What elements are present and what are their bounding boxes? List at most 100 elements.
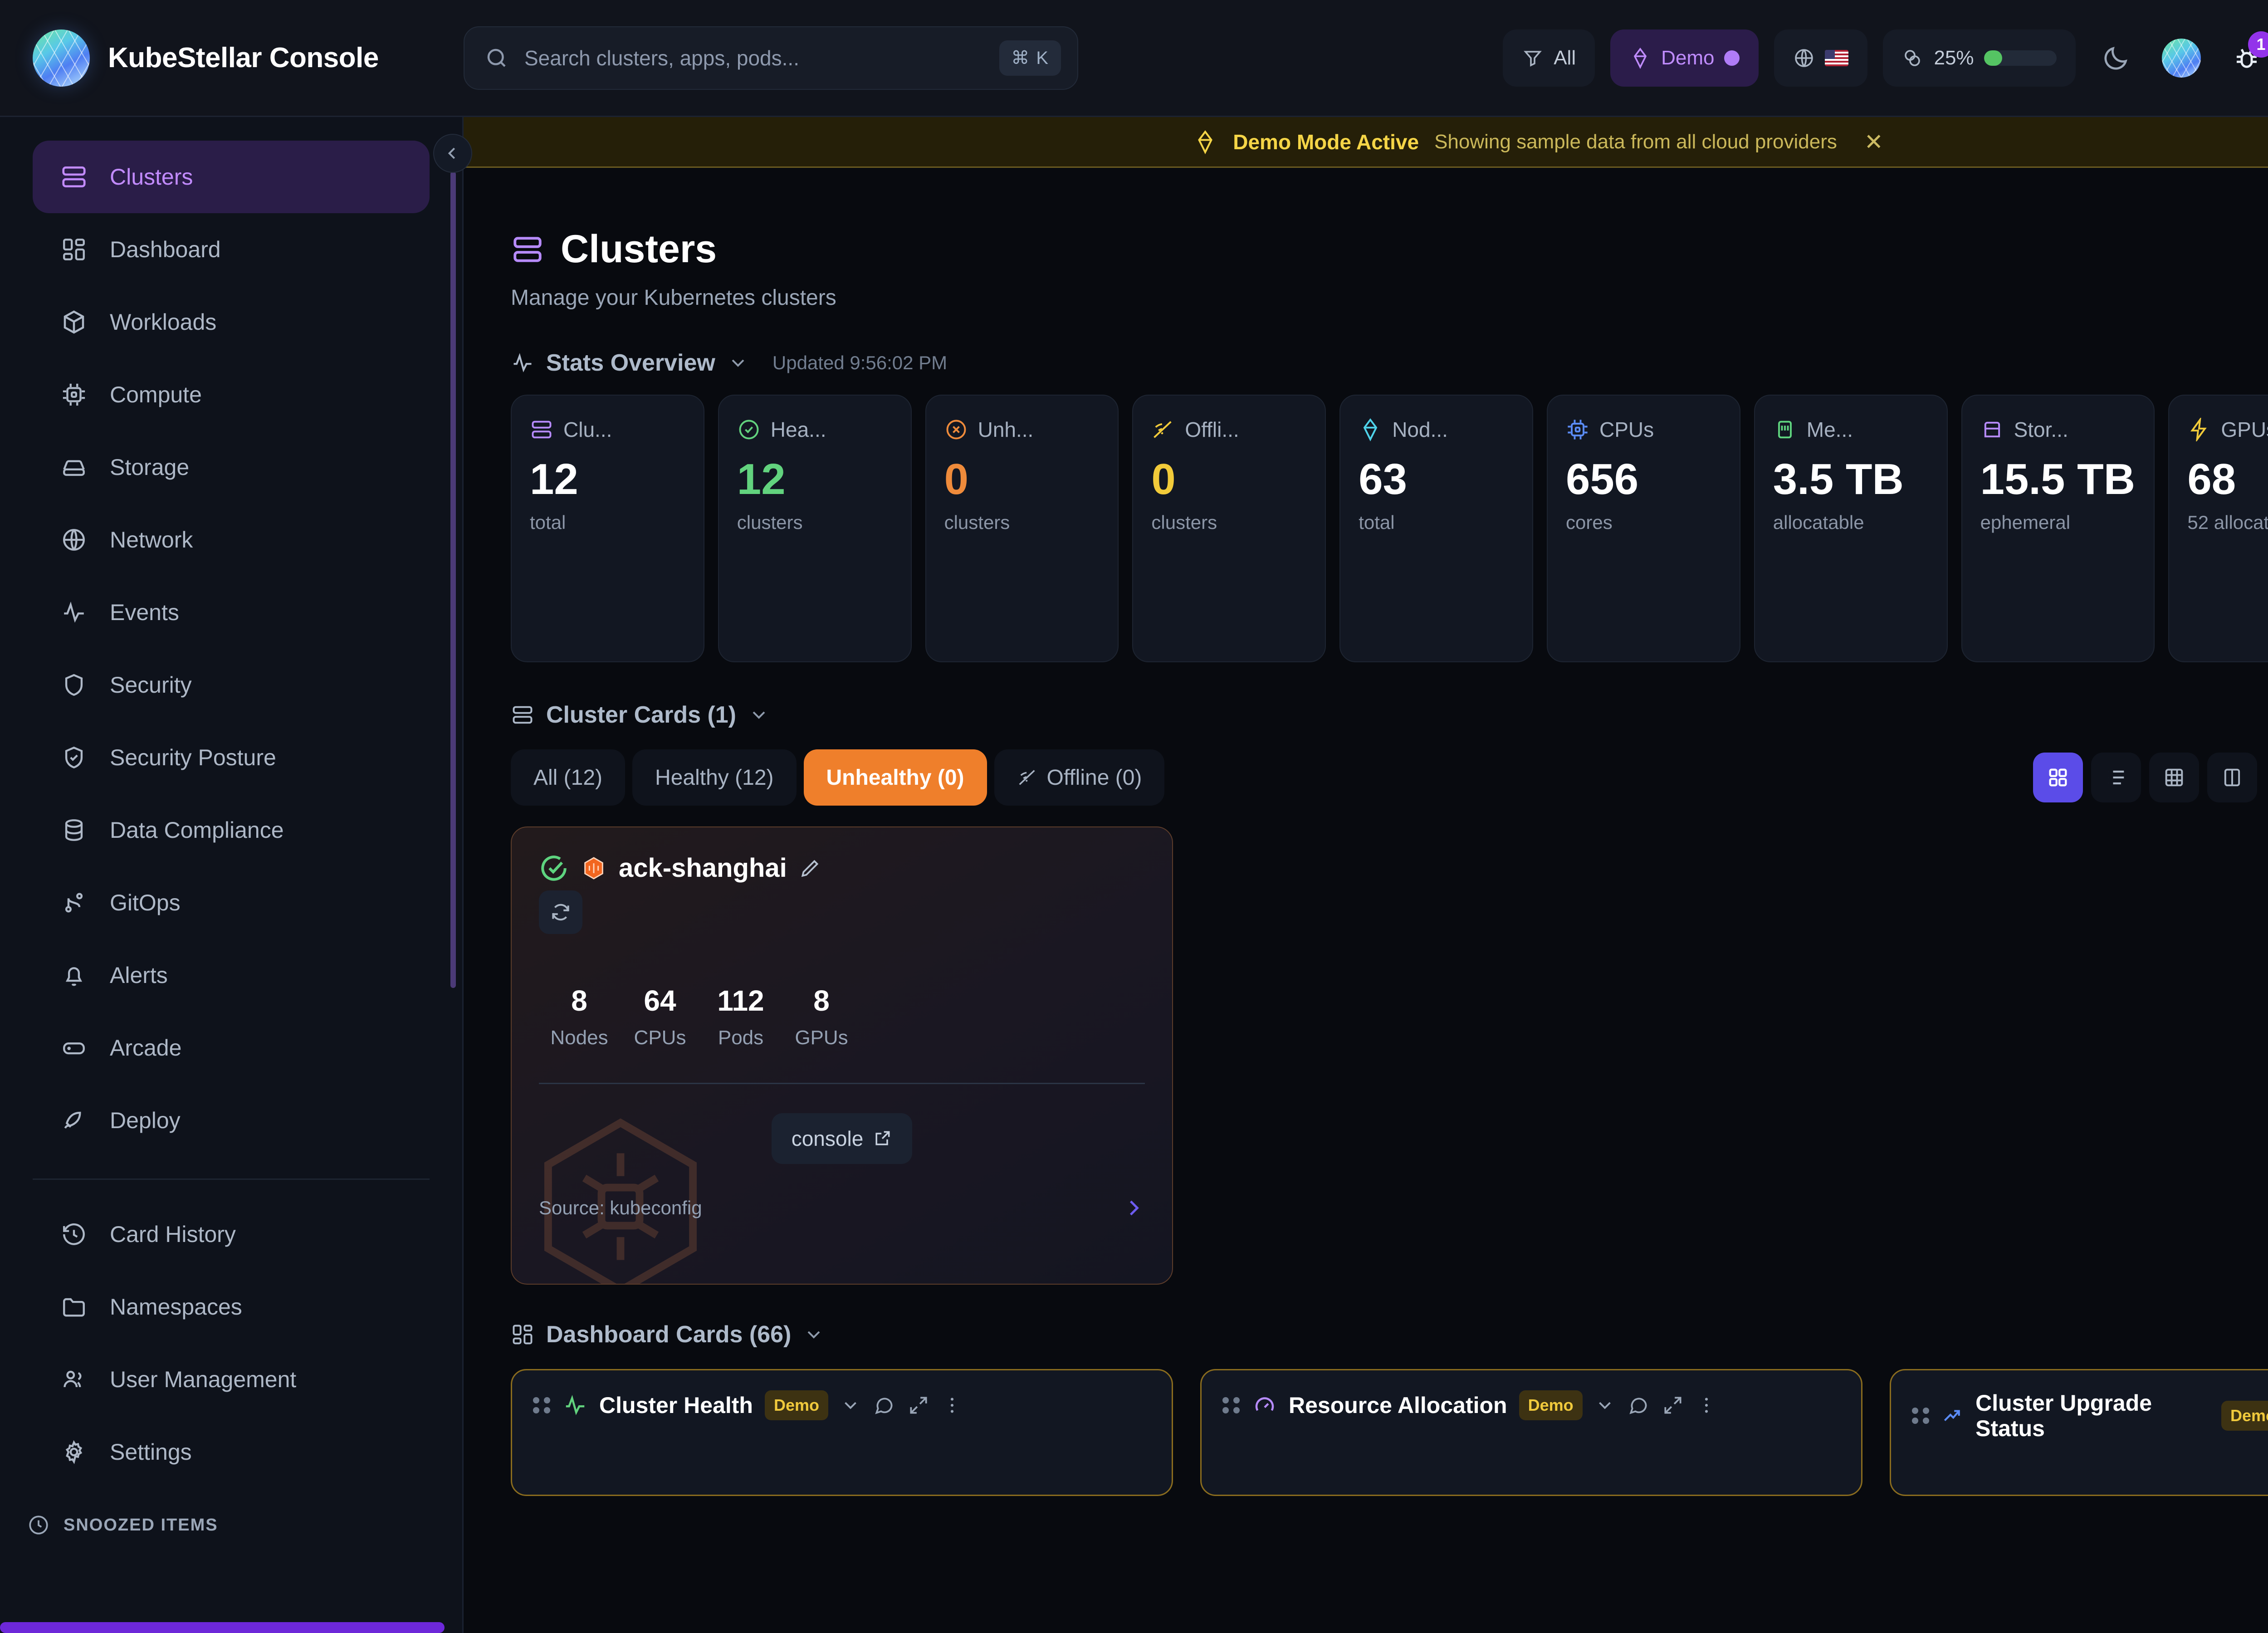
gamepad-icon (60, 1034, 88, 1062)
metric-label: CPUs (634, 1027, 686, 1049)
chevron-down-icon[interactable] (727, 352, 749, 374)
comment-icon[interactable] (873, 1394, 895, 1417)
sidebar-item-label: Clusters (110, 164, 193, 190)
tab-label: Healthy (12) (655, 765, 774, 790)
cpu-icon (1566, 418, 1589, 441)
chevron-down-icon[interactable] (803, 1324, 825, 1345)
cluster-console-button[interactable]: console (772, 1113, 912, 1164)
tab-unhealthy[interactable]: Unhealthy (0) (803, 749, 987, 806)
sidebar-item-clusters[interactable]: Clusters (33, 141, 430, 213)
stat-card-cpus[interactable]: CPUs 656 cores (1546, 395, 1740, 662)
memory-icon (1773, 418, 1797, 441)
demo-mode-toggle[interactable]: Demo (1610, 29, 1759, 87)
diamond-icon (1198, 130, 1213, 154)
theme-toggle-button[interactable] (2091, 33, 2141, 83)
dashboard-card-cluster-health[interactable]: Cluster Health Demo (511, 1369, 1173, 1496)
sidebar-item-user-management[interactable]: User Management (33, 1343, 430, 1416)
snoozed-items-label: SNOOZED ITEMS (64, 1515, 218, 1535)
more-options-icon[interactable] (1696, 1395, 1717, 1416)
bolt-icon (2187, 418, 2211, 441)
cluster-refresh-button[interactable] (539, 890, 582, 934)
drag-handle-icon[interactable] (533, 1397, 551, 1413)
cluster-metric-gpus: 8 GPUs (781, 984, 862, 1049)
sidebar-item-arcade[interactable]: Arcade (33, 1012, 430, 1084)
sidebar-item-security-posture[interactable]: Security Posture (33, 721, 430, 794)
snoozed-items-section[interactable]: SNOOZED ITEMS (27, 1514, 462, 1536)
more-options-icon[interactable] (942, 1395, 963, 1416)
sidebar-item-workloads[interactable]: Workloads (33, 286, 430, 358)
stat-card-healthy[interactable]: Hea... 12 clusters (718, 395, 912, 662)
stat-card-memory[interactable]: Me... 3.5 TB allocatable (1754, 395, 1948, 662)
cluster-metric-nodes: 8 Nodes (539, 984, 620, 1049)
stat-label: CPUs (1599, 418, 1654, 441)
edit-pencil-icon[interactable] (799, 857, 821, 880)
view-mode-list-button[interactable] (2091, 753, 2141, 802)
sidebar-item-data-compliance[interactable]: Data Compliance (33, 794, 430, 866)
sidebar-item-events[interactable]: Events (33, 576, 430, 649)
sidebar-item-network[interactable]: Network (33, 504, 430, 576)
sidebar-item-deploy[interactable]: Deploy (33, 1084, 430, 1157)
chevron-down-icon[interactable] (840, 1395, 861, 1416)
kubestellar-logo-icon (33, 29, 90, 87)
stat-card-nodes[interactable]: Nod... 63 total (1339, 395, 1533, 662)
zoom-icon (1905, 49, 1921, 66)
tab-offline[interactable]: Offline (0) (994, 749, 1165, 806)
filter-all-button[interactable]: All (1503, 29, 1595, 87)
chevron-down-icon[interactable] (748, 704, 770, 726)
stat-card-unhealthy[interactable]: Unh... 0 clusters (925, 395, 1119, 662)
stat-label: Nod... (1392, 418, 1448, 441)
sidebar-item-gitops[interactable]: GitOps (33, 866, 430, 939)
tab-all[interactable]: All (12) (511, 749, 626, 806)
banner-close-icon[interactable]: ✕ (1864, 129, 1883, 155)
sidebar-item-label: Compute (110, 382, 202, 407)
sidebar-scrollbar[interactable] (450, 171, 456, 988)
expand-icon[interactable] (1662, 1394, 1684, 1417)
servers-icon (513, 706, 533, 724)
stat-card-offline[interactable]: Offli... 0 clusters (1132, 395, 1326, 662)
brand[interactable]: KubeStellar Console (33, 29, 455, 87)
wifi-off-icon (1019, 770, 1035, 785)
sidebar-item-card-history[interactable]: Card History (33, 1198, 430, 1271)
view-mode-grid-button[interactable] (2033, 753, 2083, 802)
sidebar-item-label: Arcade (110, 1035, 182, 1061)
view-mode-split-button[interactable] (2207, 753, 2257, 802)
sidebar-item-compute[interactable]: Compute (33, 358, 430, 431)
view-mode-table-button[interactable] (2149, 753, 2199, 802)
sidebar-item-settings[interactable]: Settings (33, 1416, 430, 1488)
sidebar-item-alerts[interactable]: Alerts (33, 939, 430, 1012)
chevron-right-icon (1129, 1200, 1139, 1216)
drag-handle-icon[interactable] (1912, 1408, 1929, 1424)
node-icon (1359, 418, 1382, 441)
sidebar-item-security[interactable]: Security (33, 649, 430, 721)
dashboard-card-cluster-upgrade-status[interactable]: Cluster Upgrade Status Demo (1890, 1369, 2268, 1496)
sidebar-item-label: Dashboard (110, 237, 221, 262)
sidebar-item-storage[interactable]: Storage (33, 431, 430, 504)
cluster-metric-cpus: 64 CPUs (620, 984, 700, 1049)
locale-selector[interactable] (1774, 29, 1868, 87)
drag-handle-icon[interactable] (1222, 1397, 1241, 1413)
ai-assistant-button[interactable] (2156, 33, 2206, 83)
comment-icon[interactable] (1627, 1394, 1650, 1417)
sidebar-collapse-button[interactable] (433, 134, 472, 173)
stat-card-gpus[interactable]: GPUs 68 52 allocated (2168, 395, 2268, 662)
zoom-meter[interactable] (1984, 50, 2057, 66)
zoom-control[interactable]: 25% (1883, 29, 2076, 87)
us-flag-icon (1825, 49, 1849, 66)
sidebar-item-namespaces[interactable]: Namespaces (33, 1271, 430, 1343)
expand-icon[interactable] (907, 1394, 930, 1417)
stat-card-clusters[interactable]: Clu... 12 total (511, 395, 704, 662)
app-body: Clusters Dashboard Workloads Compute Sto (0, 117, 2268, 1633)
trending-up-icon (1944, 1410, 1960, 1421)
cluster-details-arrow[interactable] (1122, 1197, 1145, 1219)
sidebar-item-dashboard[interactable]: Dashboard (33, 213, 430, 286)
stat-card-storage[interactable]: Stor... 15.5 TB ephemeral (1961, 395, 2155, 662)
cluster-metric-pods: 112 Pods (700, 984, 781, 1049)
search-input[interactable]: Search clusters, apps, pods... ⌘ K (464, 26, 1078, 90)
sidebar-item-label: Security (110, 672, 192, 698)
dashboard-card-resource-allocation[interactable]: Resource Allocation Demo (1200, 1369, 1862, 1496)
cluster-card-ack-shanghai[interactable]: ack-shanghai 8 Nodes 64 CPUs (511, 826, 1173, 1285)
moon-icon (2104, 46, 2127, 69)
tab-healthy[interactable]: Healthy (12) (632, 749, 797, 806)
chevron-down-icon[interactable] (1594, 1395, 1615, 1416)
debug-button[interactable]: 1 (2222, 31, 2268, 83)
